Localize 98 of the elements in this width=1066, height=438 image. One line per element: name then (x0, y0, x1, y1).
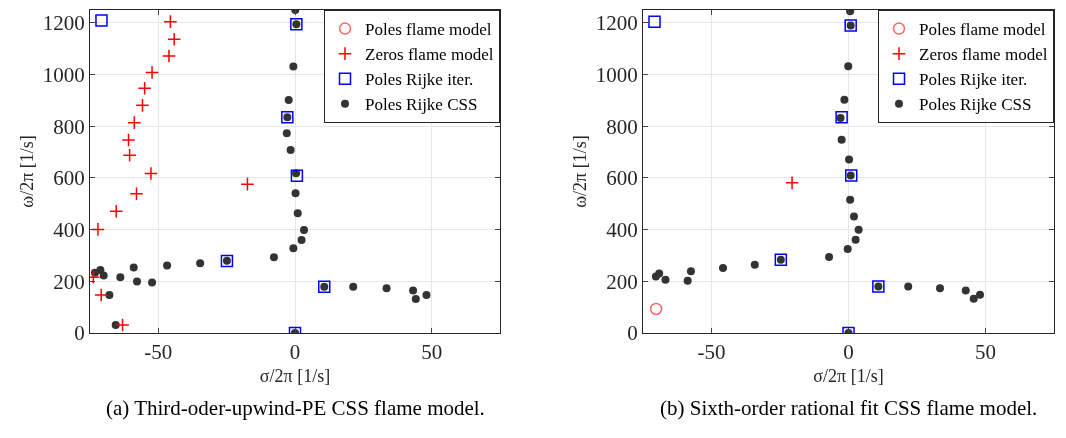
point (196, 259, 205, 268)
y-tick-label: 800 (606, 114, 638, 139)
point (661, 275, 670, 284)
point (240, 177, 255, 192)
point (382, 284, 391, 293)
point (99, 271, 108, 280)
x-tick-label: -50 (144, 340, 173, 365)
point (133, 277, 142, 286)
x-axis-title: σ/2π [1/s] (259, 366, 331, 387)
point (282, 129, 291, 138)
point (849, 212, 858, 221)
y-tick-label: 400 (606, 217, 638, 242)
point (167, 32, 182, 47)
y-tick-label: 1000 (42, 62, 85, 87)
point (289, 244, 298, 253)
y-tick-label: 600 (53, 166, 85, 191)
point (122, 148, 137, 163)
legend-label: Zeros flame model (919, 45, 1048, 65)
x-tick-label: 0 (289, 340, 301, 365)
legend-label: Poles Rijke CSS (365, 95, 478, 115)
point (148, 278, 157, 287)
point (845, 155, 854, 164)
point (422, 291, 431, 300)
x-tick-label: 50 (421, 340, 443, 365)
x-tick-label: 0 (843, 340, 854, 365)
y-tick-label: 0 (74, 321, 85, 346)
point (116, 273, 125, 282)
point (109, 204, 124, 219)
point (137, 81, 152, 96)
point (284, 95, 293, 104)
text: (b) Sixth-order rational fit CSS flame model. (660, 396, 1038, 420)
point (837, 135, 846, 144)
point (851, 235, 860, 244)
y-axis-title: ω/2π [1/s] (17, 135, 37, 208)
point (409, 286, 418, 295)
legend-label: Zeros flame model (365, 45, 494, 65)
point (161, 48, 177, 64)
y-tick-label: 1200 (42, 11, 85, 36)
point (835, 110, 848, 124)
point (750, 260, 759, 269)
point (686, 267, 695, 276)
point (785, 175, 800, 190)
point (291, 189, 300, 198)
point (840, 95, 849, 104)
x-tick-label: 50 (975, 340, 996, 365)
y-tick-label: 800 (53, 114, 85, 139)
y-tick-label: 0 (627, 321, 638, 346)
point (300, 225, 309, 234)
point (297, 235, 306, 244)
point (163, 14, 178, 29)
point (163, 261, 172, 270)
y-tick-label: 400 (53, 217, 85, 242)
point (94, 287, 109, 303)
point (143, 166, 158, 181)
point (976, 290, 985, 299)
text: (a) Third-oder-upwind-PE CSS flame model. (106, 396, 485, 420)
point (936, 284, 945, 293)
point (115, 317, 130, 333)
point (825, 253, 834, 262)
point (843, 245, 852, 254)
point (969, 294, 978, 303)
point (293, 209, 302, 218)
point (95, 14, 108, 27)
y-tick-label: 600 (606, 166, 638, 191)
y-tick-label: 200 (606, 269, 638, 294)
point (719, 263, 728, 272)
x-tick-label: -50 (697, 340, 726, 365)
point (651, 272, 660, 281)
point (349, 282, 358, 291)
point (904, 282, 913, 291)
point (648, 15, 661, 28)
point (269, 253, 278, 262)
legend-label: Poles Rijke CSS (919, 95, 1032, 115)
point (844, 62, 853, 71)
point (135, 98, 150, 113)
y-axis-title: ω/2π [1/s] (570, 135, 590, 208)
point (127, 115, 142, 130)
point (854, 225, 863, 234)
point (129, 186, 144, 201)
legend-label: Poles flame model (919, 20, 1046, 40)
point (290, 169, 304, 182)
point (961, 286, 970, 295)
y-tick-label: 200 (53, 269, 85, 294)
point (846, 195, 855, 204)
point (649, 302, 663, 316)
y-tick-label: 1200 (595, 11, 638, 36)
point (289, 62, 298, 71)
point (121, 132, 136, 148)
point (411, 294, 420, 303)
point (683, 276, 692, 285)
point (286, 146, 295, 155)
y-tick-label: 1000 (595, 62, 638, 87)
point (145, 65, 160, 80)
legend-label: Poles Rijke iter. (365, 70, 474, 90)
legend-label: Poles Rijke iter. (919, 70, 1028, 90)
point (129, 263, 138, 272)
legend-label: Poles flame model (365, 20, 492, 40)
x-axis-title: σ/2π [1/s] (813, 366, 884, 387)
